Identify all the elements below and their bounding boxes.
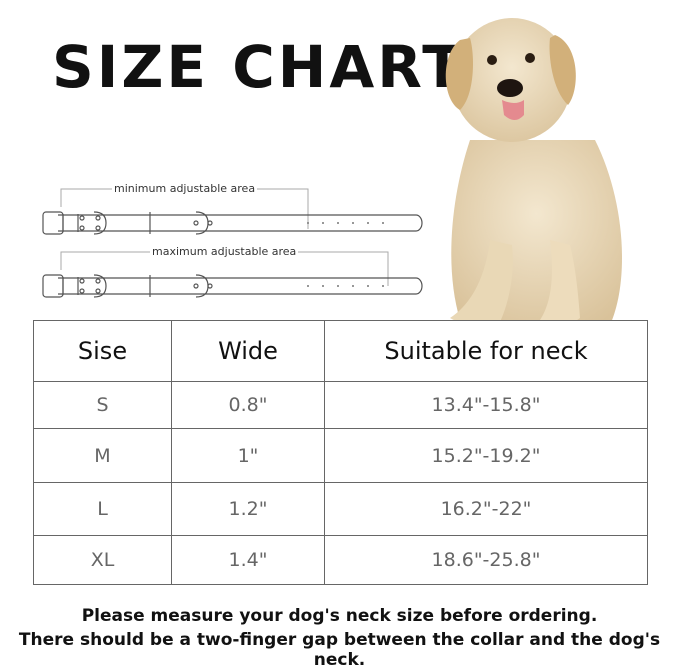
cell-size: S <box>33 381 172 429</box>
collar-diagram-minimum: minimum adjustable area <box>38 183 423 243</box>
header-size: Sise <box>33 320 172 382</box>
cell-size: L <box>33 482 172 536</box>
cell-neck: 13.4"-15.8" <box>324 381 648 429</box>
table-row: XL 1.4" 18.6"-25.8" <box>33 535 648 585</box>
table-row: S 0.8" 13.4"-15.8" <box>33 381 648 429</box>
cell-size: XL <box>33 535 172 585</box>
size-table: Sise Wide Suitable for neck S 0.8" 13.4"… <box>33 320 648 585</box>
collar-diagram-maximum: maximum adjustable area <box>38 246 423 306</box>
page-title: SIZE CHART <box>52 33 465 101</box>
table-row: M 1" 15.2"-19.2" <box>33 428 648 483</box>
measure-note: Please measure your dog's neck size befo… <box>81 606 598 626</box>
table-row: L 1.2" 16.2"-22" <box>33 482 648 536</box>
header-neck: Suitable for neck <box>324 320 648 382</box>
cell-size: M <box>33 428 172 483</box>
cell-neck: 18.6"-25.8" <box>324 535 648 585</box>
collar-label-minimum: minimum adjustable area <box>112 182 258 195</box>
cell-neck: 15.2"-19.2" <box>324 428 648 483</box>
cell-wide: 1.2" <box>171 482 325 536</box>
dog-photo-icon <box>445 18 622 326</box>
header-wide: Wide <box>171 320 325 382</box>
cell-neck: 16.2"-22" <box>324 482 648 536</box>
collar-icon <box>42 188 423 235</box>
table-header-row: Sise Wide Suitable for neck <box>33 320 648 382</box>
gap-note: There should be a two-finger gap between… <box>18 630 661 670</box>
collar-label-maximum: maximum adjustable area <box>150 245 299 258</box>
cell-wide: 1.4" <box>171 535 325 585</box>
cell-wide: 1" <box>171 428 325 483</box>
cell-wide: 0.8" <box>171 381 325 429</box>
